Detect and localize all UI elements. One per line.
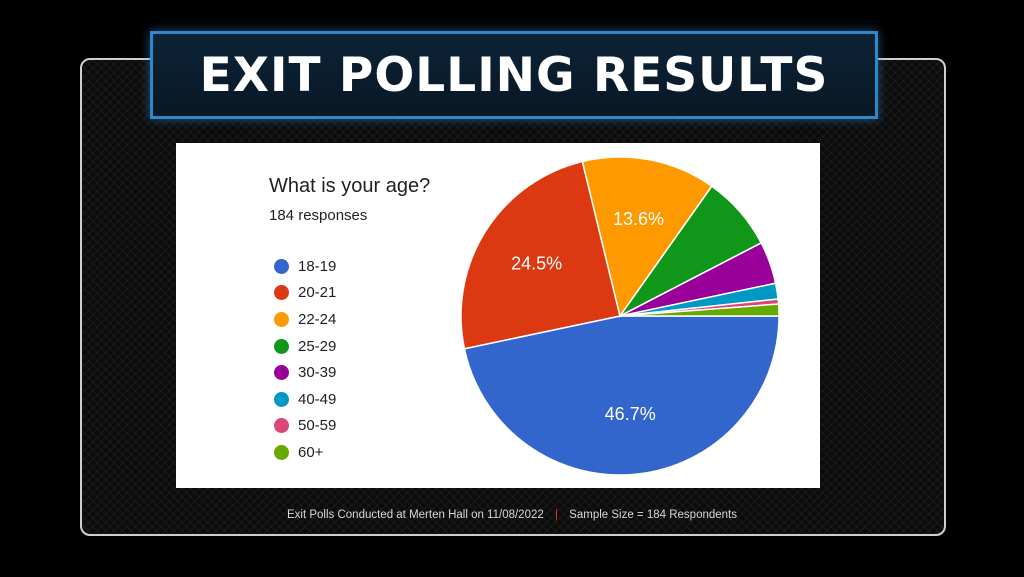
title-banner: EXIT POLLING RESULTS <box>150 31 878 119</box>
legend-swatch <box>274 391 289 407</box>
footer-sample-size: Sample Size = 184 Respondents <box>569 509 737 521</box>
footer-separator: | <box>554 509 558 521</box>
footer: Exit Polls Conducted at Merten Hall on 1… <box>0 509 1024 521</box>
legend-label: 50-59 <box>298 417 337 435</box>
chart-subtitle: 184 responses <box>269 207 368 224</box>
legend-label: 22-24 <box>298 310 337 328</box>
pie-slice-60+ <box>619 303 780 317</box>
legend-item: 50-59 <box>274 413 336 440</box>
legend-swatch <box>274 258 289 274</box>
legend-item: 22-24 <box>274 306 336 333</box>
slice-label: 13.6% <box>613 209 664 229</box>
legend-swatch <box>274 285 289 301</box>
legend-label: 20-21 <box>298 284 337 302</box>
chart-panel: What is your age? 184 responses 18-19 20-… <box>176 143 820 488</box>
footer-location: Exit Polls Conducted at Merten Hall on 1… <box>286 509 544 521</box>
page-title: EXIT POLLING RESULTS <box>199 47 829 103</box>
legend-swatch <box>274 365 289 381</box>
legend-label: 40-49 <box>298 390 337 408</box>
slice-label: 46.7% <box>605 404 656 424</box>
legend-item: 40-49 <box>274 386 336 413</box>
legend-item: 18-19 <box>274 253 336 280</box>
legend-label: 25-29 <box>298 337 337 355</box>
pie-slice-20-21 <box>460 160 621 350</box>
legend-item: 60+ <box>274 439 336 466</box>
chart-legend: 18-19 20-21 22-24 25-29 30-39 40-49 50-59 60+ <box>274 253 336 466</box>
pie-slice-22-24 <box>581 156 713 318</box>
legend-swatch <box>274 338 289 354</box>
chart-title: What is your age? <box>269 175 431 197</box>
legend-item: 25-29 <box>274 333 336 360</box>
pie-slice-18-19 <box>463 315 780 476</box>
legend-swatch <box>274 311 289 327</box>
legend-swatch <box>274 444 289 460</box>
legend-item: 20-21 <box>274 280 336 307</box>
pie-chart: 46.7% 24.5% 13.6% <box>460 156 780 476</box>
slice-label: 24.5% <box>511 253 562 273</box>
legend-item: 30-39 <box>274 359 336 386</box>
legend-label: 60+ <box>298 443 324 461</box>
legend-label: 18-19 <box>298 257 337 275</box>
legend-swatch <box>274 418 289 434</box>
legend-label: 30-39 <box>298 364 337 382</box>
